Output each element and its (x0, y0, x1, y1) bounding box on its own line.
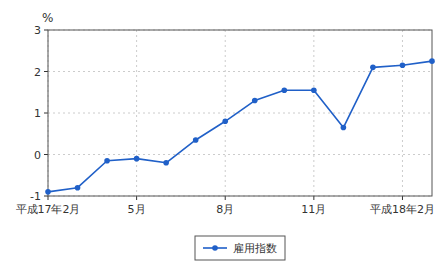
tick-label: 平成18年2月 (370, 203, 435, 216)
point (45, 189, 51, 195)
tick-mark (313, 196, 314, 200)
tick-mark (44, 30, 48, 31)
grid (48, 30, 432, 196)
legend-item: 雇用指数 (203, 242, 277, 255)
legend-label: 雇用指数 (233, 242, 277, 255)
point (429, 58, 435, 64)
tick-label: 11月 (301, 203, 326, 216)
point (104, 158, 110, 164)
tick-mark (44, 71, 48, 72)
axis-label: % (42, 11, 53, 25)
point (252, 98, 258, 104)
tick-label: 8月 (216, 203, 234, 216)
point (163, 160, 169, 166)
point (341, 125, 347, 131)
grid-line (402, 30, 403, 196)
tick-mark (44, 154, 48, 155)
point (193, 137, 199, 143)
point (222, 119, 228, 125)
point (400, 62, 406, 68)
grid-line (48, 71, 432, 72)
plot-area (45, 58, 435, 194)
legend-swatch (212, 245, 218, 251)
legend-box (195, 236, 285, 260)
tick-label: 2 (34, 66, 41, 79)
tick-mark (402, 196, 403, 200)
grid-line (313, 30, 314, 196)
grid-line (48, 154, 432, 155)
tick-label: 1 (34, 107, 41, 120)
grid-line (225, 30, 226, 196)
tick-label: -1 (30, 190, 41, 203)
point (311, 87, 317, 93)
tick-mark (44, 196, 48, 197)
line (48, 61, 432, 192)
tick-mark (225, 196, 226, 200)
point (134, 156, 140, 162)
grid-line (136, 30, 137, 196)
point (282, 87, 288, 93)
legend: 雇用指数 (195, 236, 285, 260)
point (75, 185, 81, 191)
tick-label: 3 (34, 24, 41, 37)
tick-mark (136, 196, 137, 200)
grid-line (48, 113, 432, 114)
tick-label: 0 (34, 149, 41, 162)
tick-mark (44, 113, 48, 114)
tick-label: 平成17年2月 (16, 203, 81, 216)
chart: -1 0 1 2 3 平成17年2月 5月 8月 11月 平成18年2月% 雇用指数 (0, 0, 448, 275)
axes: -1 0 1 2 3 平成17年2月 5月 8月 11月 平成18年2月 (16, 24, 435, 216)
plot-frame (48, 30, 432, 196)
point (370, 65, 376, 71)
tick-mark (48, 196, 49, 200)
tick-label: 5月 (128, 203, 146, 216)
